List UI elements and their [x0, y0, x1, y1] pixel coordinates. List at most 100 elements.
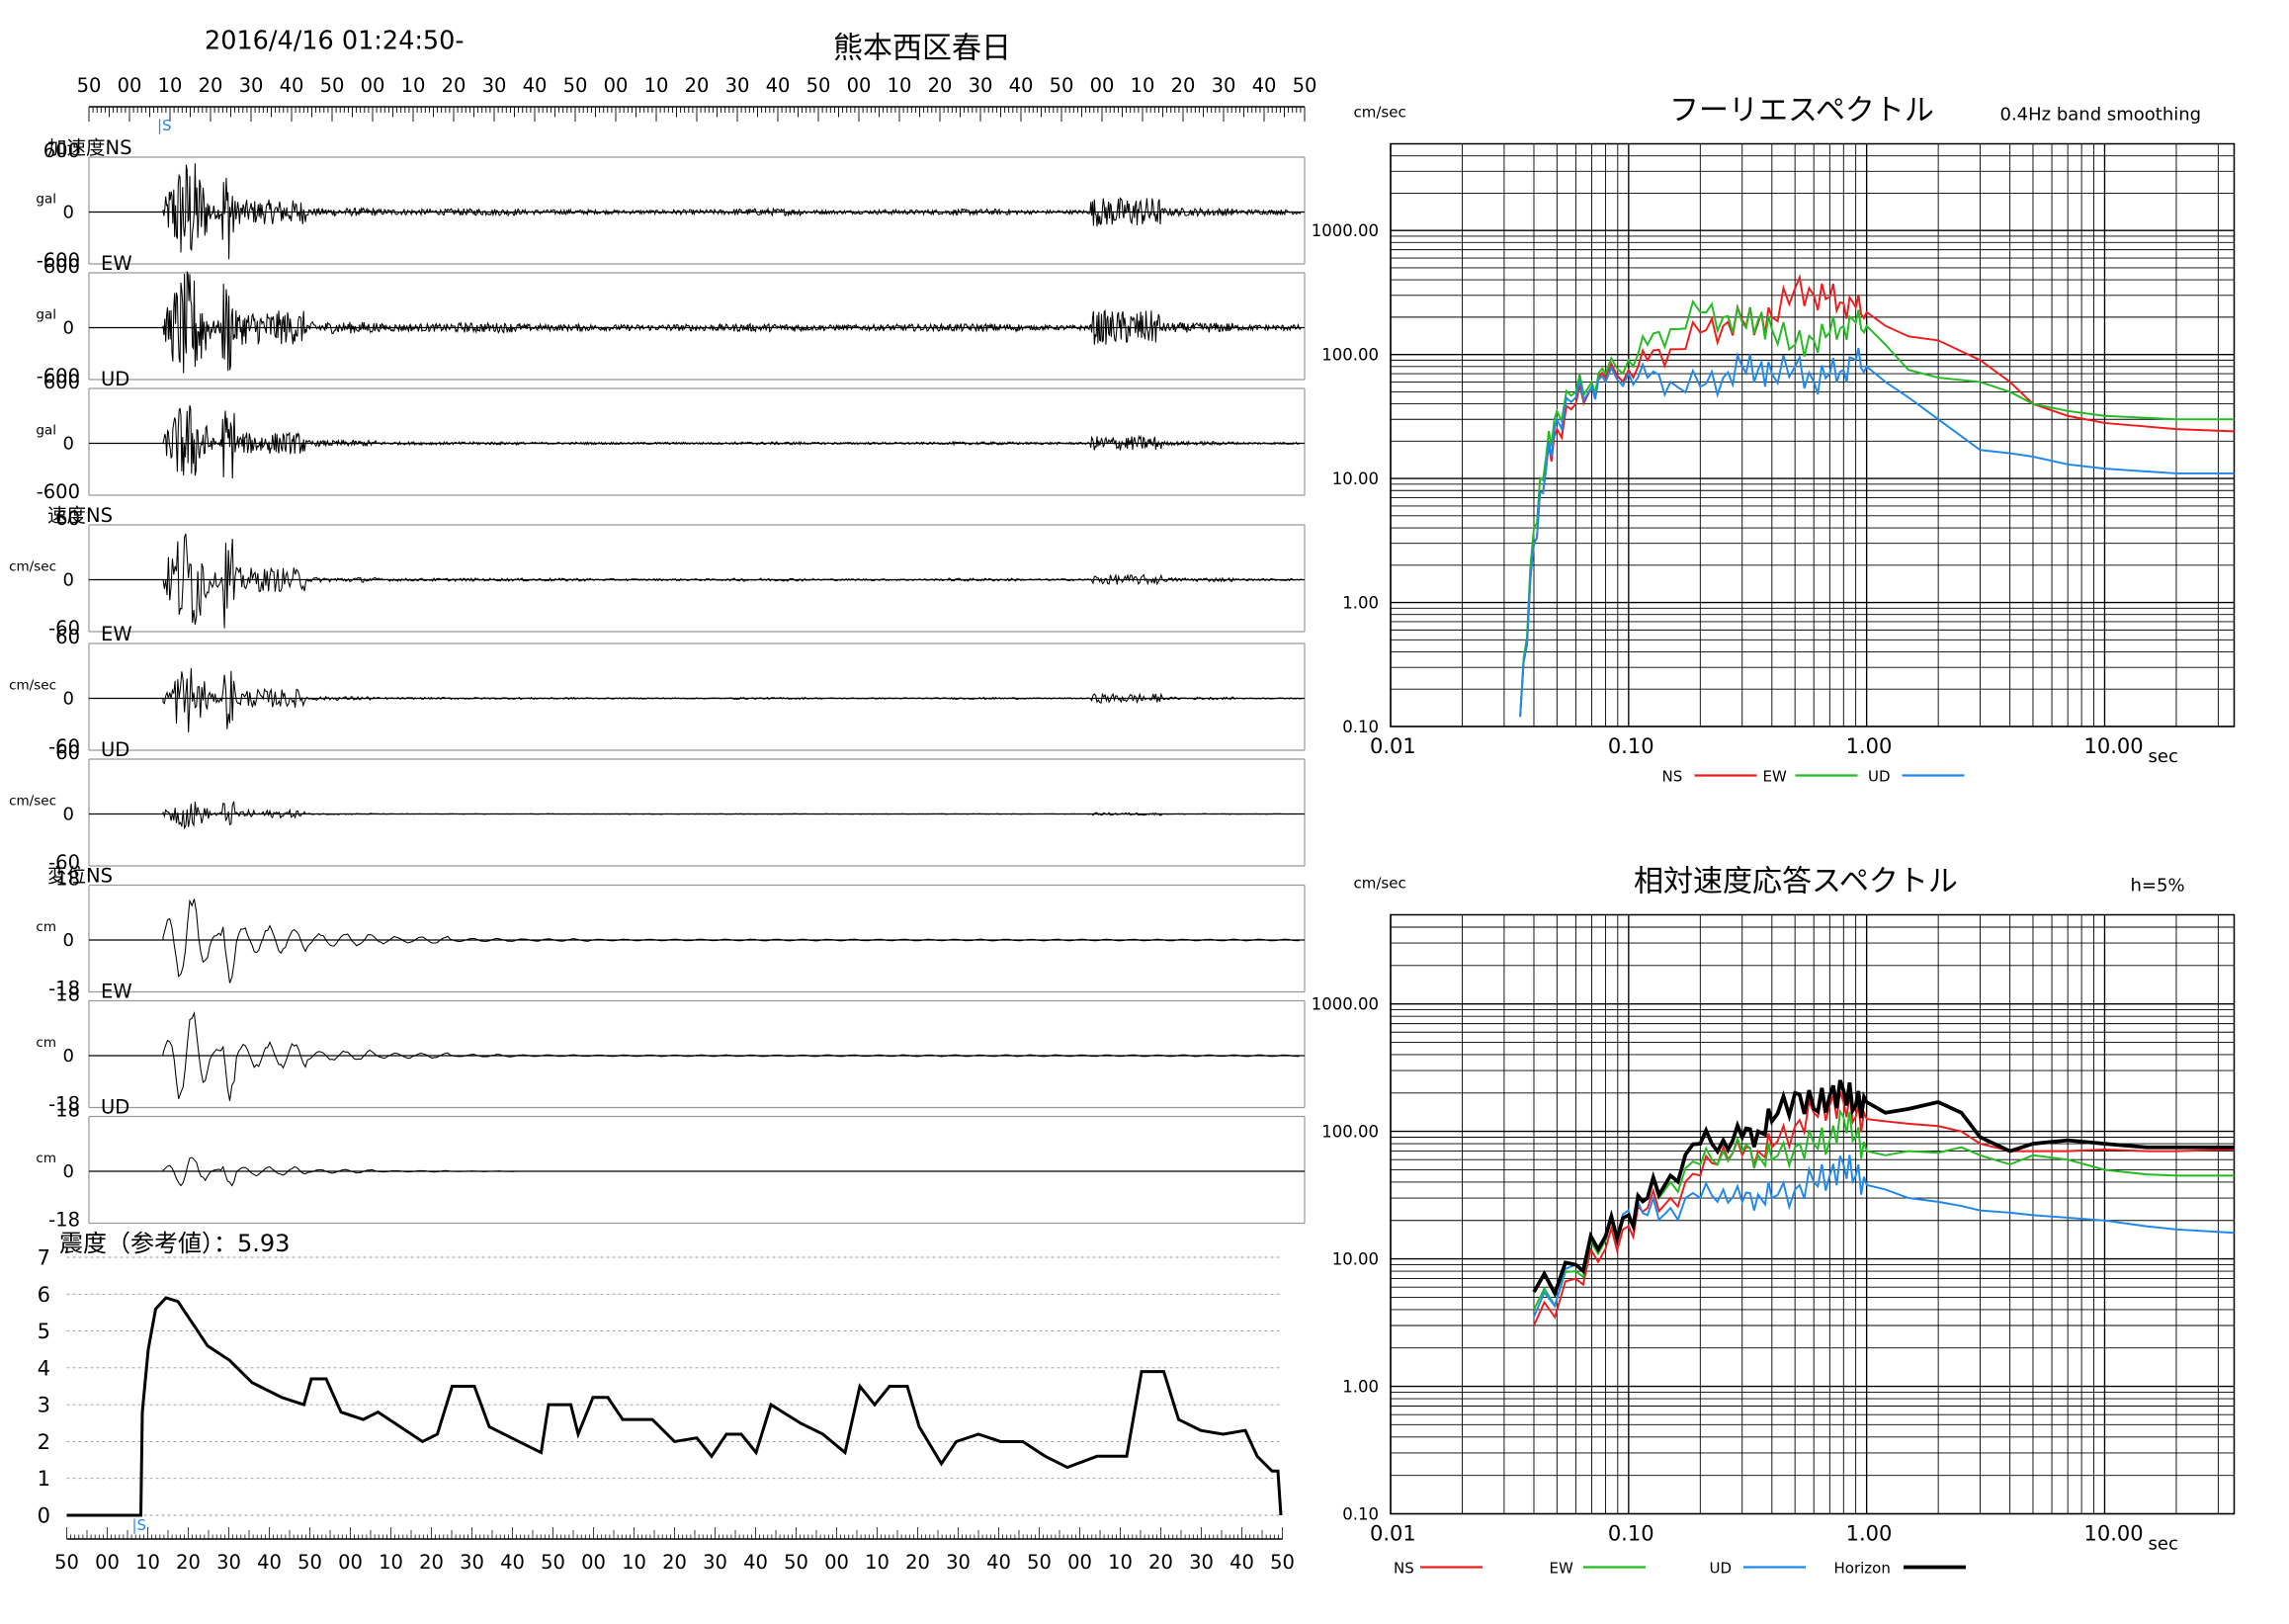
- y-max-label: 600: [43, 371, 80, 393]
- bottom-tick-label: 50: [54, 1551, 79, 1574]
- unit-label: gal: [36, 307, 56, 323]
- waveform-trace: [89, 667, 1302, 732]
- top-tick-label: 20: [928, 74, 953, 97]
- top-tick-label: 10: [158, 74, 183, 97]
- waveform-trace: [89, 404, 1302, 479]
- intensity-y-tick: 7: [38, 1246, 50, 1270]
- series-line-ew: [1533, 1108, 2235, 1311]
- y-zero-label: 0: [63, 203, 74, 223]
- bottom-tick-label: 10: [1108, 1551, 1133, 1574]
- y-max-label: 18: [55, 983, 80, 1006]
- bottom-tick-label: 10: [622, 1551, 646, 1574]
- waveform-trace: [89, 533, 1302, 629]
- x-tick-label: 10.00: [2083, 734, 2143, 758]
- unit-label: cm/sec: [9, 678, 56, 694]
- component-label: UD: [101, 738, 129, 761]
- waveform-panel-4: EW 60 cm/sec 0 -60: [9, 623, 1306, 758]
- component-label: EW: [101, 623, 132, 645]
- intensity-y-tick: 0: [38, 1504, 50, 1528]
- top-tick-label: 40: [1009, 74, 1034, 97]
- top-tick-label: 20: [199, 74, 223, 97]
- bottom-tick-label: 10: [135, 1551, 160, 1574]
- x-axis-label: sec: [2149, 1534, 2178, 1555]
- y-zero-label: 0: [63, 434, 74, 455]
- top-tick-label: 50: [77, 74, 102, 97]
- unit-label: cm: [36, 919, 56, 935]
- waveform-panels: 50 00 10 20 30 40 50 00 10 20 30 40 50 00 10 20 30 40 50 00…: [9, 74, 1317, 1574]
- bottom-tick-label: 10: [865, 1551, 890, 1574]
- component-label: UD: [101, 1096, 129, 1119]
- quantity-label: 加速度NS: [47, 136, 131, 159]
- waveform-panel-2: UD 600 gal 0 -600: [36, 368, 1306, 503]
- quantity-label: 変位NS: [47, 865, 113, 888]
- top-tick-label: 30: [969, 74, 993, 97]
- series-line-ns: [1533, 1090, 2235, 1326]
- bottom-tick-label: 50: [1027, 1551, 1052, 1574]
- bottom-tick-label: 50: [784, 1551, 808, 1574]
- x-tick-label: 10.00: [2083, 1522, 2143, 1546]
- bottom-tick-label: 50: [541, 1551, 565, 1574]
- top-tick-label: 10: [401, 74, 426, 97]
- chart-subtitle: h=5%: [2131, 876, 2185, 897]
- bottom-tick-label: 00: [824, 1551, 849, 1574]
- legend-label-ns: NS: [1394, 1560, 1414, 1578]
- waveform-trace: [89, 163, 1302, 260]
- x-tick-label: 0.01: [1370, 1522, 1416, 1546]
- bottom-tick-label: 30: [1189, 1551, 1214, 1574]
- intensity-y-tick: 2: [38, 1430, 50, 1454]
- unit-label: cm/sec: [9, 559, 56, 575]
- y-min-label: -18: [48, 978, 80, 1000]
- bottom-tick-label: 00: [95, 1551, 120, 1574]
- y-axis-unit: cm/sec: [1354, 875, 1406, 893]
- waveform-trace: [89, 271, 1302, 374]
- waveform-panel-5: UD 60 cm/sec 0 -60: [9, 738, 1306, 874]
- legend-label-ew: EW: [1550, 1560, 1573, 1578]
- unit-label: cm: [36, 1035, 56, 1051]
- component-label: EW: [101, 252, 132, 275]
- top-tick-label: 30: [1212, 74, 1236, 97]
- bottom-tick-label: 20: [662, 1551, 687, 1574]
- bottom-tick-label: 50: [1270, 1551, 1295, 1574]
- bottom-tick-label: 20: [1148, 1551, 1173, 1574]
- waveform-trace: [89, 1010, 1300, 1101]
- waveform-panel-7: EW 18 cm 0 -18: [36, 981, 1306, 1116]
- y-tick-label: 1000.00: [1312, 995, 1379, 1014]
- top-tick-label: 20: [1171, 74, 1196, 97]
- intensity-y-tick: 5: [38, 1320, 50, 1343]
- bottom-tick-label: 40: [986, 1551, 1011, 1574]
- legend-label-ns: NS: [1662, 768, 1683, 786]
- top-tick-label: 40: [280, 74, 304, 97]
- y-zero-label: 0: [63, 1046, 74, 1067]
- y-tick-label: 0.10: [1342, 1505, 1379, 1524]
- y-tick-label: 100.00: [1321, 1123, 1379, 1142]
- chart-title: フーリエスペクトル: [1669, 94, 1934, 128]
- bottom-tick-label: 40: [1229, 1551, 1254, 1574]
- chart-title: 相対速度応答スペクトル: [1634, 865, 1958, 899]
- legend-label-horizon: Horizon: [1834, 1560, 1891, 1578]
- bottom-tick-label: 50: [297, 1551, 322, 1574]
- top-tick-label: 00: [1090, 74, 1115, 97]
- intensity-y-tick: 3: [38, 1394, 50, 1417]
- bottom-tick-label: 40: [743, 1551, 768, 1574]
- quantity-label: 速度NS: [47, 504, 113, 527]
- y-axis-unit: cm/sec: [1354, 104, 1406, 122]
- response-spectrum-chart: 相対速度応答スペクトル h=5% cm/sec 0.01 0.10 1.00 10.00 se…: [1312, 865, 2236, 1578]
- legend-label-ud: UD: [1710, 1560, 1733, 1578]
- y-max-label: 18: [55, 1099, 80, 1122]
- top-tick-label: 50: [806, 74, 831, 97]
- waveform-trace: [89, 898, 1300, 983]
- record-datetime: 2016/4/16 01:24:50-: [205, 27, 465, 56]
- y-min-label: -600: [37, 365, 80, 387]
- waveform-panel-8: UD 18 cm 0 -18: [36, 1096, 1306, 1232]
- x-tick-label: 1.00: [1846, 1522, 1893, 1546]
- intensity-title: 震度（参考値）：5.93: [59, 1230, 290, 1257]
- y-min-label: -600: [37, 480, 80, 503]
- top-tick-label: 50: [1293, 74, 1317, 97]
- intensity-y-tick: 6: [38, 1283, 50, 1307]
- y-tick-label: 10.00: [1332, 470, 1379, 488]
- bottom-tick-label: 40: [257, 1551, 282, 1574]
